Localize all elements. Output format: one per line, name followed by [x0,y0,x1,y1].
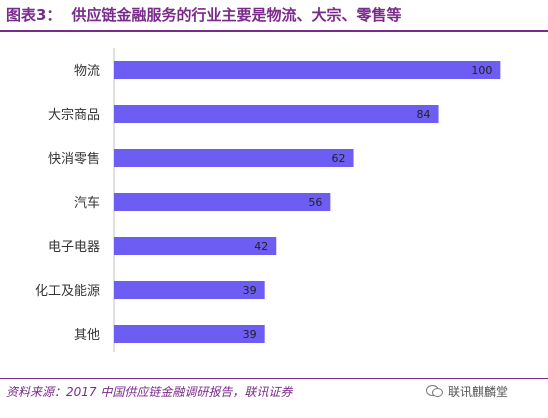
figure-number: 图表3： [6,6,62,24]
footer-divider [0,378,548,379]
bar-chart: 物流 100 大宗商品 84 快消零售 62 汽车 56 电子电器 42 化工及能源 39 其他 39 [35,48,501,352]
category-label: 化工及能源 [35,284,100,299]
category-label: 快消零售 [48,151,100,167]
watermark: 联讯麒麟堂 [426,381,544,401]
data-label: 39 [243,284,257,297]
bar [114,193,331,211]
bar [114,325,265,343]
bar [114,237,277,255]
chart-header: 图表3： 供应链金融服务的行业主要是物流、大宗、零售等 [6,4,542,28]
category-label: 其他 [74,328,100,343]
data-label: 42 [254,240,268,253]
title-divider [0,30,548,32]
bar [114,61,501,79]
bar [114,281,265,299]
chart-title: 供应链金融服务的行业主要是物流、大宗、零售等 [71,6,402,24]
source-note: 资料来源：2017 中国供应链金融调研报告，联讯证券 [6,385,293,399]
category-label: 物流 [74,64,100,79]
data-label: 100 [471,64,492,77]
data-label: 62 [332,152,346,165]
data-label: 39 [243,328,257,341]
wechat-icon [426,384,444,398]
data-label: 84 [417,108,431,121]
watermark-text: 联讯麒麟堂 [448,384,509,399]
data-label: 56 [308,196,322,209]
category-label: 汽车 [74,195,100,211]
category-label: 电子电器 [48,240,100,255]
bar [114,149,354,167]
category-label: 大宗商品 [48,107,100,123]
bar [114,105,439,123]
